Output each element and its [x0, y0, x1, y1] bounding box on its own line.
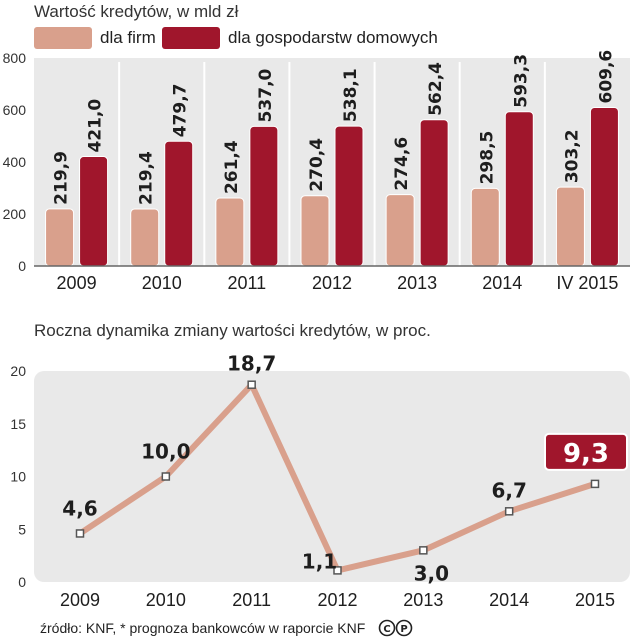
line-value-label: 1,1 — [302, 549, 337, 573]
line-point-marker — [247, 380, 256, 389]
bar-label-households: 421,0 — [86, 99, 106, 153]
line-y-tick-label: 15 — [10, 416, 26, 432]
line-point-marker — [504, 507, 514, 516]
bar-x-tick-label: 2010 — [142, 273, 182, 293]
bar-households — [504, 111, 534, 267]
bar-label-firms: 270,4 — [307, 138, 327, 192]
bar-firms — [385, 194, 415, 267]
bar-firms — [130, 208, 160, 267]
bar-label-firms: 261,4 — [222, 140, 242, 194]
bar-firms — [470, 187, 500, 267]
bar-y-tick-label: 400 — [3, 154, 27, 170]
bar-y-tick-label: 200 — [3, 206, 27, 222]
bar-firms — [300, 195, 330, 267]
bar-y-tick-label: 800 — [3, 50, 27, 66]
source-note: źródło: KNF, * prognoza bankowców w rapo… — [40, 620, 366, 636]
bar-households — [334, 125, 364, 267]
bar-x-tick-label: 2013 — [397, 273, 437, 293]
line-point-marker — [419, 546, 428, 555]
bar-label-households: 538,1 — [341, 68, 361, 122]
bar-chart: 0 200 400 600 800 219,9 421,0 2009 219,4 479,7 201… — [3, 50, 630, 293]
bar-households — [249, 125, 279, 267]
cp-logo-p: P — [400, 624, 407, 635]
highlight-value-label: 9,3 — [563, 439, 609, 469]
bar-firms — [215, 197, 245, 267]
legend-label-households: dla gospodarstw domowych — [228, 28, 438, 47]
bar-label-households: 593,3 — [511, 54, 531, 108]
line-value-label: 6,7 — [491, 478, 526, 502]
bar-firms — [555, 186, 585, 267]
line-chart-title: Roczna dynamika zmiany wartości kredytów… — [34, 321, 431, 340]
bar-x-tick-label: 2009 — [57, 273, 97, 293]
bar-label-firms: 274,6 — [392, 137, 412, 191]
line-x-tick-label: 2009 — [60, 590, 100, 610]
bar-x-tick-label: 2011 — [227, 273, 266, 293]
line-x-tick-label: 2011 — [232, 590, 271, 610]
bar-chart-title: Wartość kredytów, w mld zł — [34, 2, 239, 21]
legend-swatch-households — [162, 27, 220, 49]
line-point-marker — [75, 529, 85, 538]
cp-logo-icon: C P — [378, 619, 413, 637]
line-x-tick-label: 2010 — [146, 590, 186, 610]
bar-label-households: 562,4 — [426, 62, 446, 116]
bar-x-tick-label: 2012 — [312, 273, 352, 293]
line-x-tick-label: 2013 — [403, 590, 443, 610]
bar-label-firms: 219,4 — [137, 151, 157, 205]
line-x-tick-label: 2014 — [489, 590, 529, 610]
bar-label-households: 537,0 — [256, 68, 276, 122]
bar-y-tick-label: 0 — [18, 258, 26, 274]
line-value-label: 4,6 — [62, 496, 97, 520]
line-point-marker — [161, 472, 171, 481]
line-y-tick-label: 20 — [10, 363, 26, 379]
cp-logo-c: C — [383, 624, 390, 635]
bar-label-households: 609,6 — [596, 50, 616, 104]
line-y-tick-label: 10 — [10, 469, 26, 485]
bar-label-firms: 219,9 — [52, 151, 72, 205]
line-point-marker — [333, 566, 342, 575]
line-y-tick-label: 5 — [18, 521, 26, 537]
bar-label-firms: 298,5 — [477, 131, 497, 185]
highlight-value-box — [544, 432, 628, 471]
line-plot-background — [34, 371, 630, 582]
line-value-label: 18,7 — [227, 352, 276, 376]
legend-label-firms: dla firm — [100, 28, 156, 47]
bar-label-firms: 303,2 — [562, 129, 582, 183]
bar-x-tick-label: IV 2015 — [556, 273, 618, 293]
bar-y-tick-label: 600 — [3, 102, 27, 118]
line-value-label: 3,0 — [414, 561, 449, 585]
bar-households — [79, 156, 109, 267]
legend-swatch-firms — [34, 27, 92, 49]
line-x-tick-label: 2015 — [575, 590, 615, 610]
bar-x-tick-label: 2014 — [482, 273, 522, 293]
line-point-marker — [590, 479, 600, 489]
line-series — [77, 381, 598, 574]
bar-households — [164, 140, 194, 267]
line-value-label: 10,0 — [141, 440, 190, 464]
bar-households — [589, 107, 619, 267]
bar-households — [419, 119, 449, 267]
line-y-tick-label: 0 — [18, 574, 26, 590]
bar-plot-background — [34, 58, 630, 266]
bar-firms — [45, 208, 75, 267]
bar-label-households: 479,7 — [171, 83, 191, 137]
line-x-tick-label: 2012 — [317, 590, 357, 610]
